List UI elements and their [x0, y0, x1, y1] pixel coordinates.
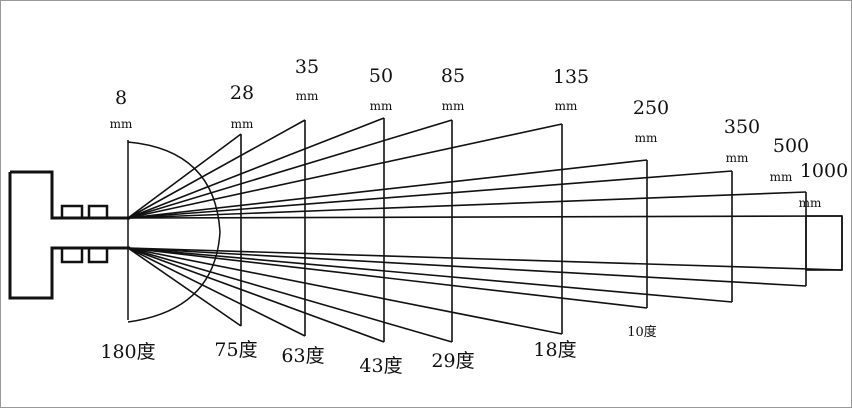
fov-bottom-ray [127, 247, 843, 271]
view-angle-label: 63度 [281, 345, 324, 367]
focal-length-label: 85 [441, 65, 465, 87]
fov-top-ray [127, 170, 733, 219]
view-angle-label: 10度 [627, 324, 657, 340]
view-angle-label: 43度 [359, 355, 402, 377]
focal-length-label: 350 [724, 116, 760, 138]
focal-unit-label: mm [370, 99, 393, 113]
focal-length-label: 50 [369, 65, 393, 87]
fov-bottom-ray [127, 247, 453, 343]
fov-bottom-ray [127, 247, 807, 287]
fov-lens-6 [127, 159, 648, 309]
focal-length-label: 35 [295, 56, 319, 78]
focal-unit-label: mm [799, 196, 822, 210]
focal-unit-label: mm [555, 99, 578, 113]
lens-labels: 8 mm 180度 28 mm 75度 35 mm 63度 50 mm 43度 85 mm 29度 135 mm… [100, 56, 848, 377]
focal-length-label: 1000 [800, 160, 848, 182]
fov-top-ray [127, 159, 648, 219]
fov-lens-3 [127, 117, 385, 343]
focal-unit-label: mm [110, 117, 133, 131]
fov-top-ray [127, 119, 306, 219]
view-angle-label: 18度 [533, 339, 576, 361]
focal-unit-label: mm [770, 170, 793, 184]
focal-unit-label: mm [296, 89, 319, 103]
focal-unit-label: mm [726, 151, 749, 165]
fov-lens-1 [127, 133, 242, 327]
fov-bottom-ray [127, 247, 385, 343]
fov-lens-9 [127, 215, 843, 271]
fov-top-ray [127, 133, 242, 219]
fov-top-ray [127, 119, 453, 219]
view-angle-label: 29度 [431, 350, 474, 372]
focal-unit-label: mm [231, 117, 254, 131]
fov-top-ray [127, 117, 385, 219]
fov-lens-5 [127, 123, 563, 335]
fov-lines [127, 117, 843, 343]
fov-bottom-ray [127, 247, 306, 337]
fov-bottom-ray [127, 247, 242, 327]
fov-top-ray [127, 215, 843, 219]
fov-bottom-ray [127, 247, 563, 335]
focal-length-label: 8 [115, 87, 127, 109]
fov-top-ray [127, 123, 563, 219]
focal-unit-label: mm [635, 131, 658, 145]
focal-length-label: 250 [633, 97, 669, 119]
fov-lens-7 [127, 170, 733, 303]
focal-length-label: 500 [773, 135, 809, 157]
fov-top-ray [127, 191, 807, 219]
fisheye-arc [127, 140, 221, 323]
focal-unit-label: mm [442, 99, 465, 113]
view-angle-label: 180度 [100, 341, 155, 363]
fov-lens-4 [127, 119, 453, 343]
fov-bottom-ray [127, 247, 733, 303]
fov-bottom-ray [127, 247, 648, 309]
focal-length-label: 28 [230, 82, 254, 104]
focal-length-label: 135 [553, 66, 589, 88]
view-angle-label: 75度 [214, 339, 257, 361]
fov-1000mm-box [805, 215, 843, 271]
camera-body [8, 170, 130, 300]
